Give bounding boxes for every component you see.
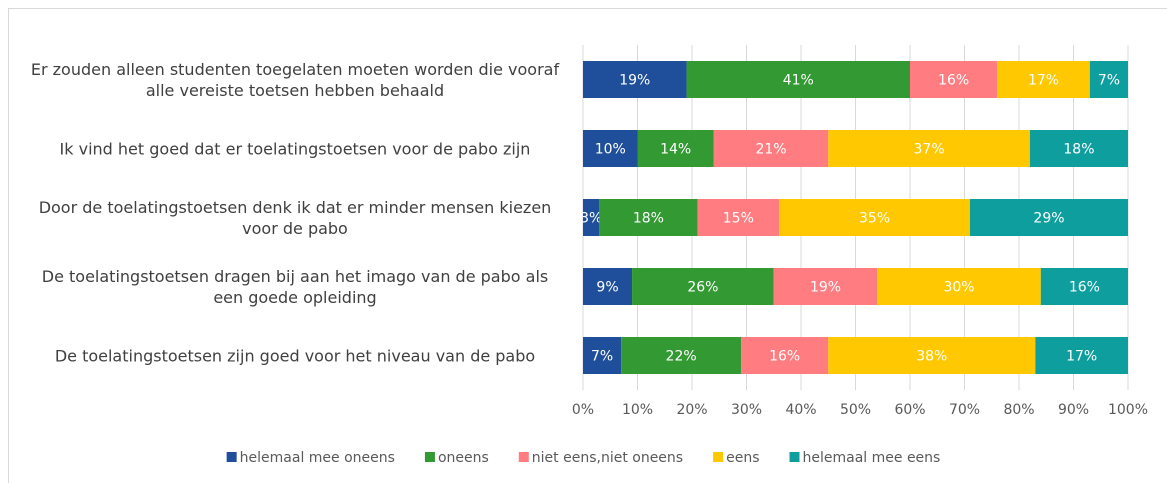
legend-label: niet eens,niet oneens [532, 450, 683, 466]
legend-swatch [789, 452, 800, 462]
x-tick-label: 70% [949, 402, 980, 418]
bar-segment [1029, 130, 1128, 167]
bar-segment [877, 268, 1041, 305]
data-label: 17% [1028, 73, 1059, 89]
bar-segment [599, 199, 698, 236]
bar-segment [828, 130, 1030, 167]
bar-segment [686, 61, 910, 98]
x-tick-label: 90% [1058, 402, 1089, 418]
data-label: 16% [938, 73, 969, 89]
data-label: 38% [916, 349, 947, 365]
data-label: 19% [619, 73, 650, 89]
x-tick-label: 10% [622, 402, 653, 418]
bar-segment [583, 337, 622, 374]
bar-segment [583, 199, 600, 236]
category-label: Door de toelatingstoetsen denk ik dat er… [38, 197, 552, 238]
bar-segment [779, 199, 970, 236]
data-label: 14% [660, 142, 691, 158]
bar-segment [773, 268, 878, 305]
category-label: De toelatingstoetsen zijn goed voor het … [54, 346, 536, 365]
bar-segment [1089, 61, 1128, 98]
bar-segment [741, 337, 829, 374]
bar-segment [910, 61, 998, 98]
data-label: 17% [1066, 349, 1097, 365]
x-tick-label: 50% [840, 402, 871, 418]
category-label: Ik vind het goed dat er toelatingstoetse… [59, 139, 531, 158]
data-label: 26% [687, 280, 718, 296]
bar-segment [621, 337, 742, 374]
data-label: 22% [666, 349, 697, 365]
bar-segment [828, 337, 1036, 374]
category-label: Er zouden alleen studenten toegelaten mo… [30, 59, 560, 100]
data-label: 9% [596, 280, 618, 296]
legend-swatch [226, 452, 237, 462]
data-label: 18% [1063, 142, 1094, 158]
data-label: 30% [943, 280, 974, 296]
data-label: 15% [723, 211, 754, 227]
legend-label: eens [726, 450, 759, 466]
data-label: 3% [580, 211, 602, 227]
legend-swatch [713, 452, 724, 462]
bar-segment [1040, 268, 1128, 305]
bar-segment [969, 199, 1128, 236]
bar-segment [997, 61, 1090, 98]
legend-label: oneens [438, 450, 489, 466]
x-tick-label: 20% [676, 402, 707, 418]
data-label: 16% [769, 349, 800, 365]
data-label: 41% [783, 73, 814, 89]
x-tick-label: 80% [1003, 402, 1034, 418]
data-label: 29% [1033, 211, 1064, 227]
legend-swatch [424, 452, 435, 462]
data-label: 7% [1098, 73, 1120, 89]
data-label: 7% [591, 349, 613, 365]
data-label: 16% [1069, 280, 1100, 296]
data-label: 37% [914, 142, 945, 158]
x-tick-label: 40% [785, 402, 816, 418]
bar-segment [697, 199, 780, 236]
bar-segment [632, 268, 774, 305]
bar-segment [1035, 337, 1128, 374]
data-label: 10% [595, 142, 626, 158]
bar-segment [583, 130, 638, 167]
data-label: 18% [633, 211, 664, 227]
x-tick-label: 0% [572, 402, 594, 418]
data-label: 21% [755, 142, 786, 158]
bar-segment [583, 268, 633, 305]
category-label: De toelatingstoetsen dragen bij aan het … [41, 266, 549, 307]
bar-segment [637, 130, 714, 167]
data-label: 35% [859, 211, 890, 227]
legend-label: helemaal mee eens [803, 450, 941, 466]
legend-swatch [518, 452, 529, 462]
bar-segment [713, 130, 829, 167]
legend-label: helemaal mee oneens [240, 450, 395, 466]
x-tick-label: 60% [894, 402, 925, 418]
x-tick-label: 30% [731, 402, 762, 418]
data-label: 19% [810, 280, 841, 296]
chart-frame [8, 8, 1167, 483]
x-tick-label: 100% [1108, 402, 1148, 418]
bar-segment [583, 61, 687, 98]
